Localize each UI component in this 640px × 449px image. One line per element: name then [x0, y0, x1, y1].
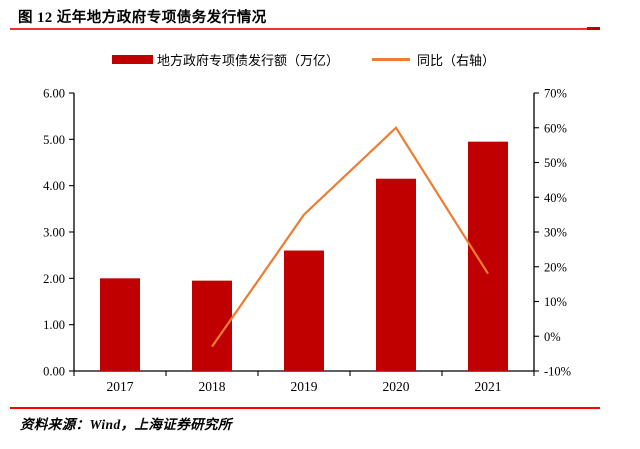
left-axis-label: 2.00	[43, 272, 65, 286]
x-axis-label: 2018	[199, 379, 226, 394]
bar-2021	[468, 141, 508, 371]
right-axis-label: 50%	[544, 156, 567, 170]
right-axis-label: -10%	[544, 365, 571, 379]
legend-item-yoy: 同比（右轴）	[372, 50, 495, 69]
left-axis-label: 3.00	[43, 226, 65, 240]
yoy-line	[211, 126, 489, 348]
title-underline-end	[587, 27, 600, 30]
right-axis-label: 20%	[544, 260, 567, 274]
chart-legend: 地方政府专项债发行额（万亿） 同比（右轴）	[0, 50, 640, 68]
left-axis-label: 1.00	[43, 318, 65, 332]
right-axis-label: 70%	[544, 87, 567, 101]
legend-label-yoy: 同比（右轴）	[417, 53, 496, 68]
bar-swatch-icon	[112, 55, 153, 64]
left-axis-label: 5.00	[43, 133, 65, 147]
left-axis-label: 6.00	[43, 87, 65, 101]
right-axis-label: 60%	[544, 121, 567, 135]
legend-item-issuance: 地方政府专项债发行额（万亿）	[112, 50, 339, 69]
legend-label-issuance: 地方政府专项债发行额（万亿）	[157, 53, 340, 68]
x-axis-label: 2019	[291, 379, 318, 394]
figure-title: 图 12 近年地方政府专项债务发行情况	[18, 10, 267, 26]
source-note: 资料来源：Wind，上海证券研究所	[20, 417, 232, 432]
source-divider	[10, 407, 600, 410]
right-axis-label: 0%	[544, 330, 561, 344]
line-swatch-icon	[372, 58, 410, 61]
bar-2019	[284, 250, 324, 371]
right-axis-label: 30%	[544, 226, 567, 240]
title-underline	[10, 27, 600, 30]
x-axis-label: 2021	[475, 379, 502, 394]
left-axis-label: 4.00	[43, 179, 65, 193]
right-axis-label: 40%	[544, 191, 567, 205]
right-axis-label: 10%	[544, 295, 567, 309]
left-axis-label: 0.00	[43, 365, 65, 379]
bar-2020	[376, 178, 416, 371]
bar-2017	[100, 278, 140, 371]
x-axis-label: 2020	[383, 379, 410, 394]
x-axis-label: 2017	[107, 379, 134, 394]
